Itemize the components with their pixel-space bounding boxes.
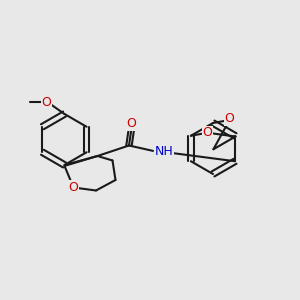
Text: NH: NH: [154, 145, 173, 158]
Text: O: O: [69, 181, 78, 194]
Text: O: O: [225, 112, 234, 125]
Text: O: O: [127, 117, 136, 130]
Text: O: O: [42, 95, 51, 109]
Text: O: O: [202, 126, 212, 139]
